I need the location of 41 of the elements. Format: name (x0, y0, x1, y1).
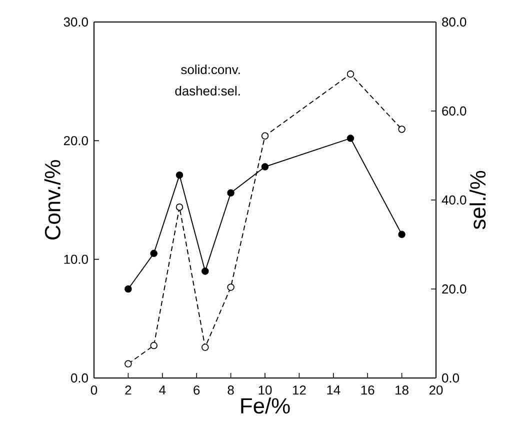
x-tick-label: 16 (361, 386, 374, 395)
point (227, 189, 234, 197)
point (398, 230, 406, 238)
point (150, 342, 158, 350)
x-tick-label: 14 (327, 386, 340, 394)
y-tick-label: 10.0 (64, 254, 88, 264)
point (202, 344, 209, 351)
y-tick-label: 30.0 (64, 17, 88, 27)
x-tick-label: 10 (258, 386, 272, 395)
x-tick-label: 12 (292, 386, 306, 395)
x-tick-label: 0 (90, 386, 98, 395)
y2-axis-title: sel./% (470, 170, 486, 230)
x-tick-label: 2 (125, 386, 132, 395)
y-tick-label: 20.0 (64, 136, 88, 146)
y-axis-title: Conv./% (44, 160, 60, 240)
point (346, 134, 354, 142)
x-tick-label: 8 (228, 386, 234, 395)
x-tick-label: 4 (159, 386, 166, 394)
point (124, 360, 132, 368)
point (261, 163, 269, 170)
y2-tick-label: 0.0 (442, 373, 460, 383)
x-tick-label: 6 (194, 386, 200, 395)
point (176, 171, 184, 179)
point (150, 250, 158, 258)
annotation: dashed:sel. (175, 86, 240, 96)
y2-tick-label: 20.0 (442, 284, 466, 294)
annotation: solid:conv. (181, 64, 240, 74)
point (398, 126, 406, 133)
y2-tick-label: 60.0 (442, 106, 466, 116)
y2-tick-label: 80.0 (442, 17, 466, 27)
point (124, 285, 132, 293)
point (227, 284, 234, 291)
point (346, 70, 354, 78)
point (176, 203, 184, 211)
point (202, 268, 209, 275)
point (261, 132, 269, 140)
y2-tick-label: 40.0 (442, 195, 466, 205)
x-axis-title: Fe/% (241, 398, 290, 414)
y-tick-label: 0.0 (70, 373, 88, 383)
x-tick-label: 18 (396, 386, 408, 395)
x-tick-label: 20 (429, 386, 443, 395)
